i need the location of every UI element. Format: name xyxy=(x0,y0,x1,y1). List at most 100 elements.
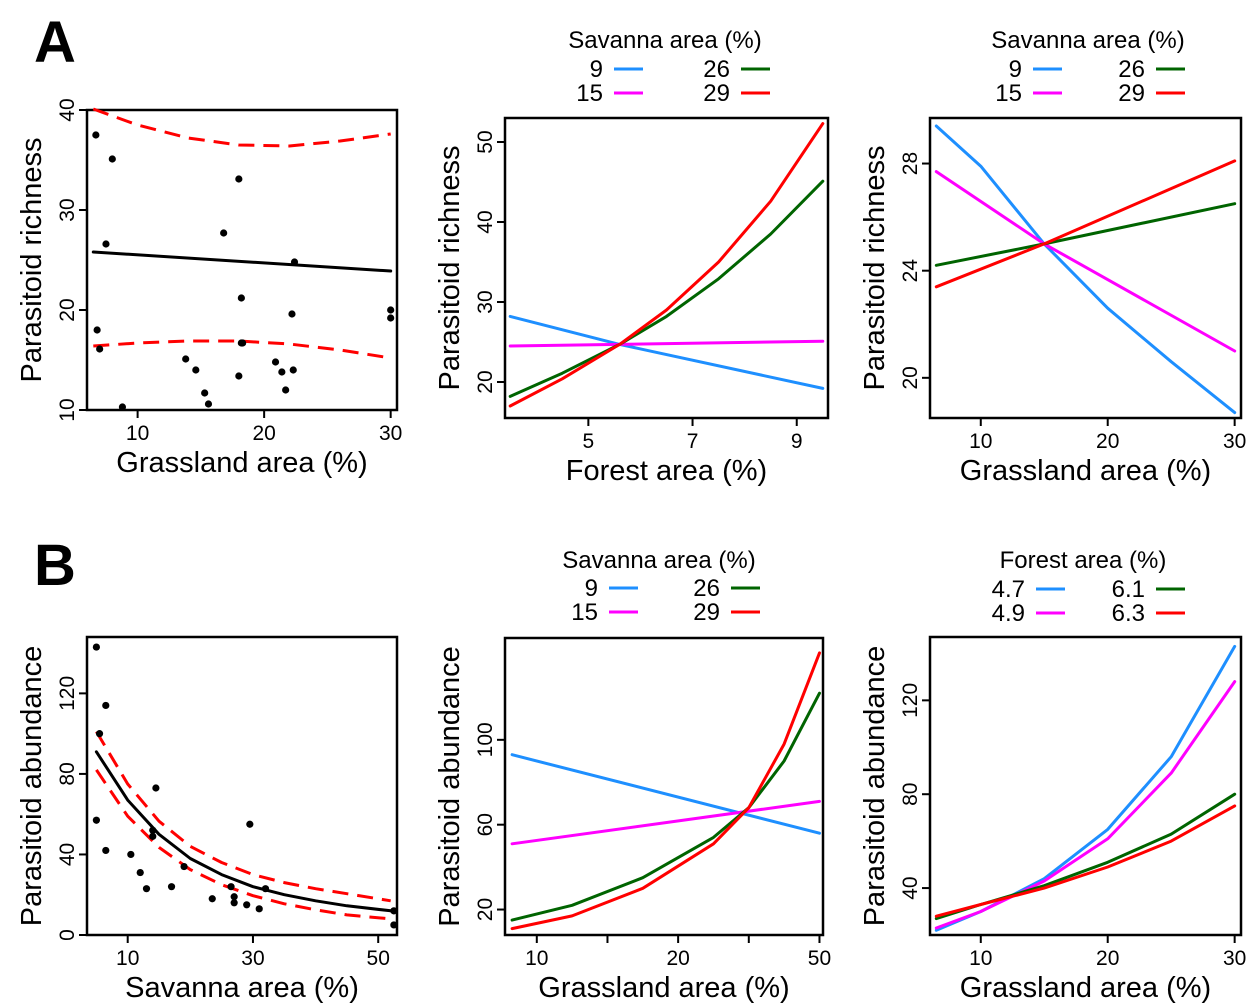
data-point xyxy=(387,306,395,314)
y-tick-label: 10 xyxy=(56,398,79,421)
y-tick-label: 80 xyxy=(56,762,79,785)
data-point xyxy=(220,229,228,237)
x-axis-label: Savanna area (%) xyxy=(125,972,359,1003)
series-ci xyxy=(95,769,391,921)
data-point xyxy=(227,883,235,891)
series-line-15 xyxy=(934,170,1237,353)
x-tick-label: 20 xyxy=(252,422,275,445)
y-axis-label: Parasitoid richness xyxy=(16,138,48,383)
plot-frame xyxy=(503,116,830,420)
legend-label: 9 xyxy=(1009,56,1022,83)
x-tick-label: 30 xyxy=(1223,430,1246,453)
x-tick-label: 10 xyxy=(969,947,992,970)
panel-letter-a: A xyxy=(34,10,76,75)
data-point xyxy=(92,131,100,139)
data-point xyxy=(96,345,104,353)
legend-label: 4.7 xyxy=(992,576,1025,603)
data-point xyxy=(192,366,200,374)
data-point xyxy=(92,643,100,651)
series-fit xyxy=(91,250,393,273)
x-tick-label: 30 xyxy=(379,422,402,445)
series-line-9 xyxy=(510,753,821,835)
series-line-4.9 xyxy=(934,680,1237,930)
data-point xyxy=(235,372,243,380)
y-tick-label: 40 xyxy=(474,210,497,233)
data-point xyxy=(118,403,127,411)
y-tick-label: 20 xyxy=(899,366,922,389)
legend-label: 29 xyxy=(1118,80,1145,107)
data-point xyxy=(92,816,100,824)
x-axis-label: Grassland area (%) xyxy=(960,455,1211,487)
data-point xyxy=(204,400,213,408)
data-point xyxy=(208,895,216,903)
y-tick-label: 60 xyxy=(474,813,497,836)
data-point xyxy=(235,175,243,183)
data-point xyxy=(246,820,254,828)
y-axis-label: Parasitoid abundance xyxy=(859,646,891,927)
legend-title: Savanna area (%) xyxy=(568,27,761,54)
data-point xyxy=(237,294,245,302)
data-point xyxy=(108,155,116,163)
legend-label: 15 xyxy=(995,80,1022,107)
x-tick-label: 10 xyxy=(969,430,992,453)
legend-title: Forest area (%) xyxy=(1000,547,1167,574)
series-line-15 xyxy=(508,339,825,348)
data-point xyxy=(127,850,135,859)
series-line-9 xyxy=(508,314,825,390)
y-tick-label: 100 xyxy=(474,722,497,757)
series-line-29 xyxy=(510,651,821,931)
y-tick-label: 24 xyxy=(899,259,922,283)
x-tick-label: 50 xyxy=(367,947,390,970)
y-axis-label: Parasitoid richness xyxy=(434,146,466,391)
y-tick-label: 40 xyxy=(899,876,922,899)
y-tick-label: 28 xyxy=(899,152,922,175)
legend-label: 29 xyxy=(703,80,730,107)
y-tick-label: 40 xyxy=(56,843,79,866)
data-point xyxy=(136,868,144,877)
data-point xyxy=(230,893,238,901)
data-point xyxy=(255,905,263,913)
data-point xyxy=(230,899,238,907)
x-tick-label: 10 xyxy=(126,422,149,445)
data-point xyxy=(102,240,110,248)
data-point xyxy=(271,358,280,366)
legend-title: Savanna area (%) xyxy=(562,547,755,574)
x-tick-label: 20 xyxy=(1096,947,1119,970)
data-point xyxy=(152,784,160,792)
x-tick-label: 20 xyxy=(1096,430,1119,453)
series-line-26 xyxy=(934,202,1237,267)
data-point xyxy=(102,701,110,710)
series-line-29 xyxy=(508,122,825,408)
data-point xyxy=(180,862,188,871)
x-tick-label: 5 xyxy=(583,430,595,453)
series-fit xyxy=(94,750,393,913)
series-line-6.1 xyxy=(934,792,1237,921)
chart-panel-4: 10 30 50 0 40 80 120 Savanna area (%) Parasitoid… xyxy=(16,635,399,1003)
legend-label: 4.9 xyxy=(992,600,1025,627)
y-tick-label: 30 xyxy=(474,290,497,313)
x-tick-label: 30 xyxy=(1223,947,1246,970)
x-tick-label: 50 xyxy=(808,947,831,970)
y-axis-label: Parasitoid abundance xyxy=(16,646,48,927)
data-point xyxy=(93,326,101,334)
data-point xyxy=(201,389,209,397)
data-point xyxy=(102,846,110,855)
legend-label: 26 xyxy=(693,575,720,602)
legend-label: 6.3 xyxy=(1112,600,1145,627)
y-tick-label: 50 xyxy=(474,130,497,153)
panel-letter-b: B xyxy=(34,533,76,598)
plot-frame xyxy=(928,116,1243,420)
legend-label: 6.1 xyxy=(1112,576,1145,603)
plot-frame xyxy=(503,636,825,937)
series-line-26 xyxy=(510,691,821,922)
series-line-15 xyxy=(510,799,821,846)
y-axis-label: Parasitoid abundance xyxy=(434,646,466,927)
chart-panel-2: 5 7 9 20 30 40 50 Forest area (%) Parasitoid ric… xyxy=(434,27,830,487)
x-tick-label: 30 xyxy=(241,947,264,970)
data-point xyxy=(243,901,251,909)
data-point xyxy=(149,826,157,834)
